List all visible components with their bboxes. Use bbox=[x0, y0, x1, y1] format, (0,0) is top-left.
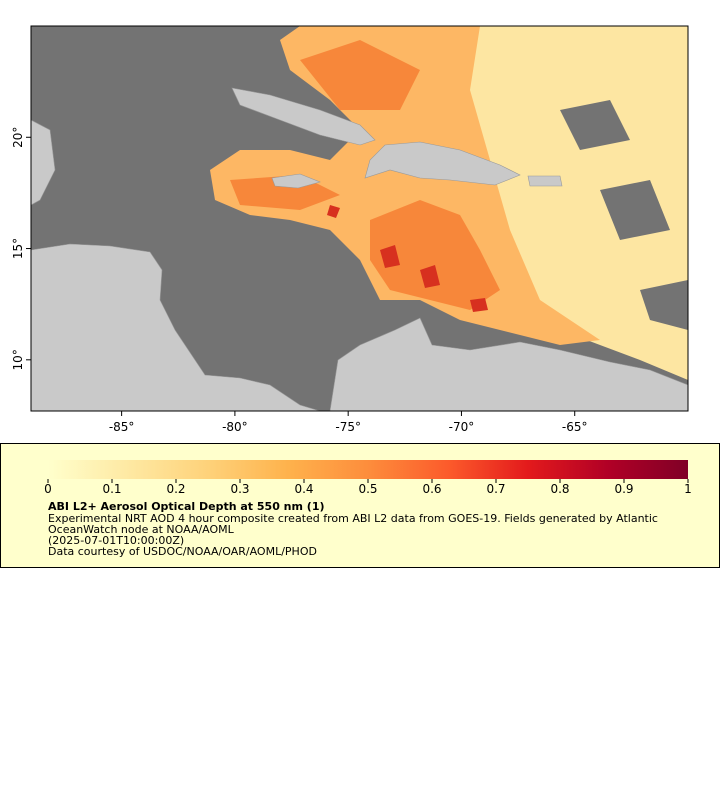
map-image bbox=[31, 26, 688, 411]
land-cuba bbox=[231, 87, 376, 146]
colorbar-tick-label: 0.9 bbox=[614, 482, 633, 496]
land-jamaica bbox=[271, 173, 321, 189]
colorbar-tick-label: 0.8 bbox=[550, 482, 569, 496]
colorbar-tick-label: 1 bbox=[684, 482, 692, 496]
x-tick-label: -65° bbox=[562, 420, 588, 434]
y-tick-label: 15° bbox=[11, 238, 25, 259]
caption-line: Experimental NRT AOD 4 hour composite cr… bbox=[48, 512, 658, 525]
land-yucatan bbox=[31, 119, 56, 206]
aerosol-medium bbox=[210, 26, 600, 345]
colorbar-tick-label: 0.1 bbox=[102, 482, 121, 496]
caption-line: Data courtesy of USDOC/NOAA/OAR/AOML/PHO… bbox=[48, 545, 317, 558]
caption-title: ABI L2+ Aerosol Optical Depth at 550 nm … bbox=[48, 500, 325, 513]
aerosol-peak bbox=[327, 205, 488, 312]
map-frame bbox=[30, 25, 689, 412]
y-tick-label: 10° bbox=[11, 349, 25, 370]
aerosol-gap bbox=[560, 100, 688, 330]
land-central-america bbox=[31, 243, 321, 411]
x-tick-label: -85° bbox=[109, 420, 135, 434]
land-south-america bbox=[329, 317, 688, 411]
colorbar-tick-label: 0.4 bbox=[294, 482, 313, 496]
colorbar-tick-label: 0.2 bbox=[166, 482, 185, 496]
colorbar-tick-label: 0.6 bbox=[422, 482, 441, 496]
colorbar-ticks: 0 0.1 0.2 0.3 0.4 0.5 0.6 0.7 0.8 0.9 1 bbox=[44, 479, 692, 496]
caption-line: (2025-07-01T10:00:00Z) bbox=[48, 534, 184, 547]
y-tick-label: 20° bbox=[11, 127, 25, 148]
colorbar-tick-label: 0.3 bbox=[230, 482, 249, 496]
x-tick-label: -80° bbox=[222, 420, 248, 434]
x-tick-label: -75° bbox=[335, 420, 361, 434]
colorbar bbox=[48, 460, 688, 479]
colorbar-tick-label: 0.5 bbox=[358, 482, 377, 496]
aerosol-high bbox=[230, 40, 500, 310]
x-tick-label: -70° bbox=[449, 420, 475, 434]
map-ticks: -85° -80° -75° -70° -65° 10° 15° 20° bbox=[11, 127, 588, 434]
land-puerto-rico bbox=[527, 175, 563, 187]
colorbar-tick-label: 0 bbox=[44, 482, 52, 496]
caption-line: OceanWatch node at NOAA/AOML bbox=[48, 523, 235, 536]
land-hispaniola bbox=[364, 141, 521, 186]
colorbar-tick-label: 0.7 bbox=[486, 482, 505, 496]
